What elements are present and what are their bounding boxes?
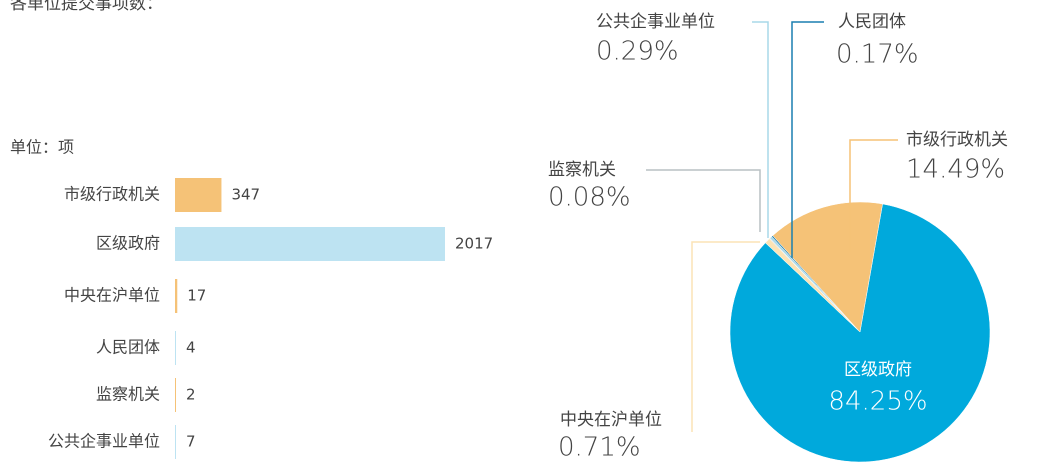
slice-percent: 0.29%	[596, 37, 679, 67]
slice-name: 中央在沪单位	[560, 410, 662, 430]
leader-line	[791, 21, 824, 258]
bar	[175, 425, 176, 459]
slice-percent: 84.25%	[828, 387, 927, 417]
value-label: 17	[187, 287, 206, 305]
bar	[175, 279, 178, 313]
bar-label: 区级政府	[96, 234, 160, 253]
slice-percent: 0.17%	[836, 40, 919, 70]
page-title: 各单位提交事项数：	[10, 0, 163, 14]
pie-slice	[772, 201, 883, 333]
bar-label: 监察机关	[96, 385, 160, 404]
bar-label: 公共企事业单位	[48, 432, 160, 451]
slice-name: 人民团体	[838, 12, 906, 32]
slice-percent: 14.49%	[906, 155, 1005, 185]
bar	[175, 378, 176, 412]
slice-name: 监察机关	[548, 160, 616, 180]
slice-name: 市级行政机关	[906, 130, 1008, 150]
leader-line	[752, 21, 769, 238]
leader-line	[849, 139, 898, 252]
unit-label: 单位：项	[10, 138, 74, 157]
bar-label: 中央在沪单位	[64, 286, 160, 305]
bar-label: 人民团体	[96, 338, 160, 357]
slice-percent: 0.71%	[558, 433, 641, 462]
bar	[175, 227, 445, 261]
slice-percent: 0.08%	[548, 183, 631, 213]
leader-line	[691, 241, 760, 432]
value-label: 7	[186, 433, 196, 451]
value-label: 4	[186, 339, 196, 357]
bar	[175, 178, 222, 212]
pie-slice	[729, 203, 991, 462]
slice-name: 区级政府	[844, 360, 912, 380]
value-label: 347	[231, 186, 260, 204]
value-label: 2	[186, 386, 196, 404]
slice-name: 公共企事业单位	[596, 12, 715, 32]
leader-line	[646, 169, 761, 232]
bar	[175, 331, 176, 365]
bar-label: 市级行政机关	[64, 185, 160, 204]
value-label: 2017	[455, 235, 493, 253]
